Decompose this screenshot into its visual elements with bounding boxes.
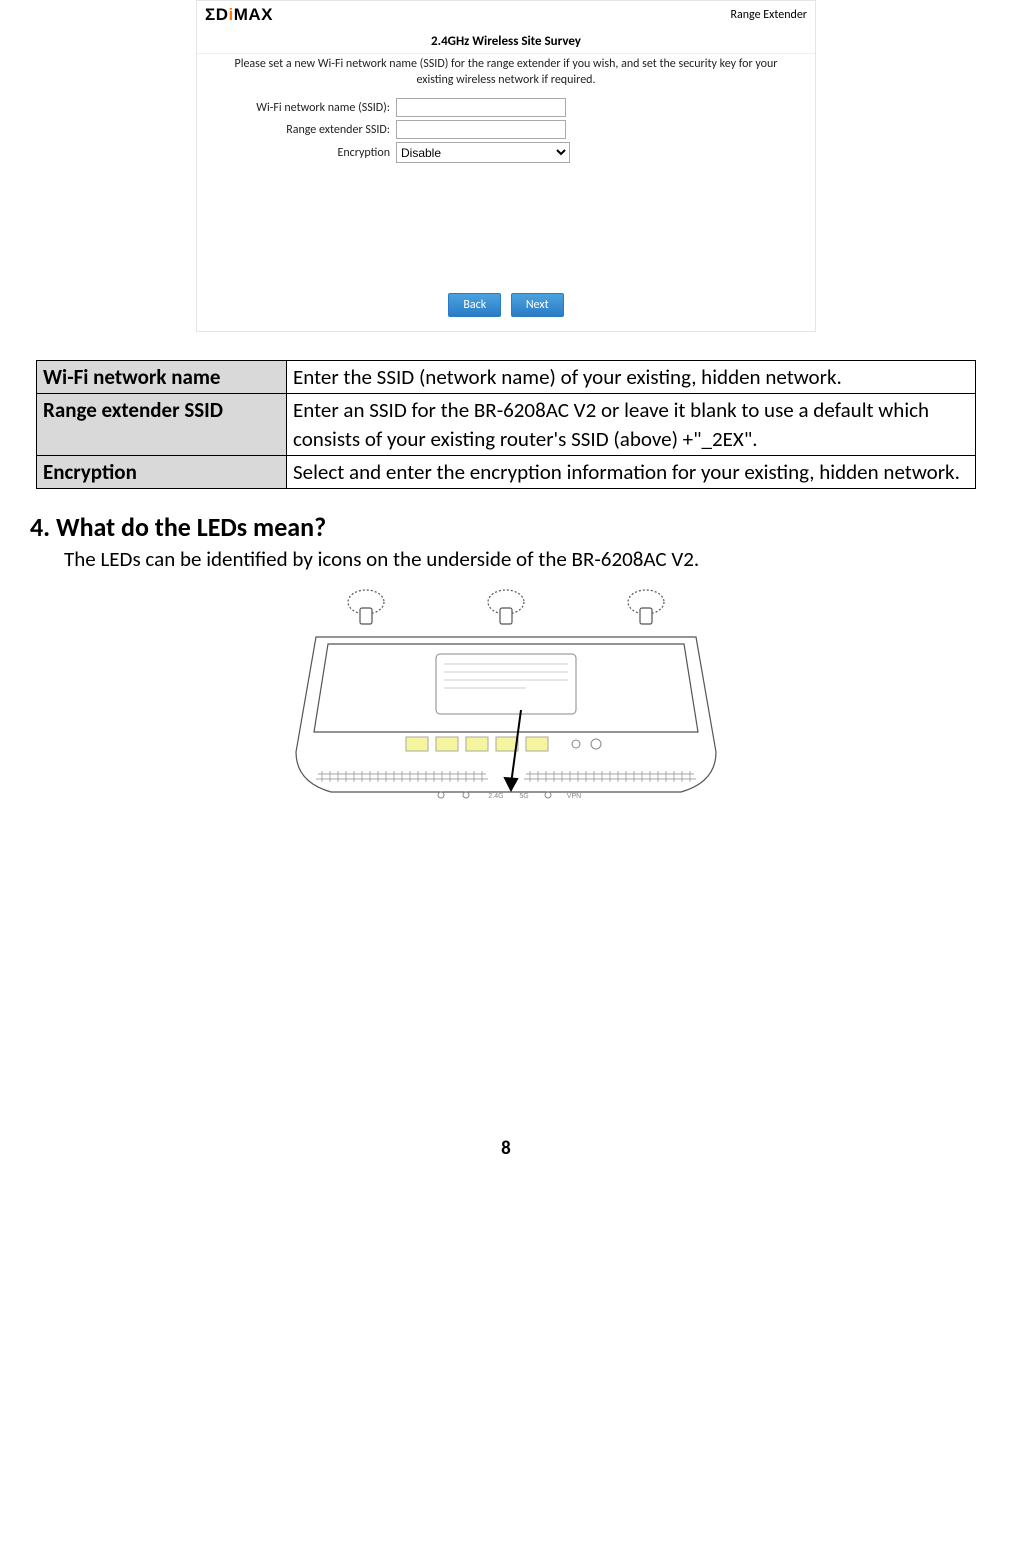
svg-text:2.4G: 2.4G — [488, 793, 503, 800]
encryption-label: Encryption — [207, 146, 396, 160]
extender-ssid-label: Range extender SSID: — [207, 123, 396, 137]
svg-text:5G: 5G — [519, 793, 528, 800]
desc-cell: Enter an SSID for the BR-6208AC V2 or le… — [287, 394, 976, 456]
next-button[interactable]: Next — [511, 293, 564, 317]
encryption-select[interactable]: Disable — [396, 142, 570, 163]
ssid-input[interactable] — [396, 98, 566, 117]
svg-text:VPN: VPN — [567, 793, 581, 800]
table-row: Range extender SSID Enter an SSID for th… — [37, 394, 976, 456]
section-body: The LEDs can be identified by icons on t… — [64, 545, 982, 573]
ssid-label: Wi-Fi network name (SSID): — [207, 101, 396, 115]
table-row: Wi-Fi network name Enter the SSID (netwo… — [37, 361, 976, 394]
desc-cell: Enter the SSID (network name) of your ex… — [287, 361, 976, 394]
screenshot-title: 2.4GHz Wireless Site Survey — [197, 27, 815, 53]
edimax-logo: ΣDiMAX — [205, 5, 273, 25]
section-heading: 4. What do the LEDs mean? — [30, 511, 982, 543]
screenshot-instruction: Please set a new Wi-Fi network name (SSI… — [207, 56, 805, 98]
config-screenshot: ΣDiMAX Range Extender 2.4GHz Wireless Si… — [196, 0, 816, 332]
back-button[interactable]: Back — [448, 293, 501, 317]
mode-label: Range Extender — [730, 8, 807, 22]
definition-table: Wi-Fi network name Enter the SSID (netwo… — [36, 360, 976, 489]
router-icon: 2.4G 5G VPN — [286, 582, 726, 912]
desc-cell: Select and enter the encryption informat… — [287, 456, 976, 489]
term-cell: Range extender SSID — [37, 394, 287, 456]
table-row: Encryption Select and enter the encrypti… — [37, 456, 976, 489]
term-cell: Wi-Fi network name — [37, 361, 287, 394]
page-number: 8 — [30, 1137, 982, 1160]
term-cell: Encryption — [37, 456, 287, 489]
extender-ssid-input[interactable] — [396, 120, 566, 139]
device-illustration: 2.4G 5G VPN — [266, 582, 746, 917]
